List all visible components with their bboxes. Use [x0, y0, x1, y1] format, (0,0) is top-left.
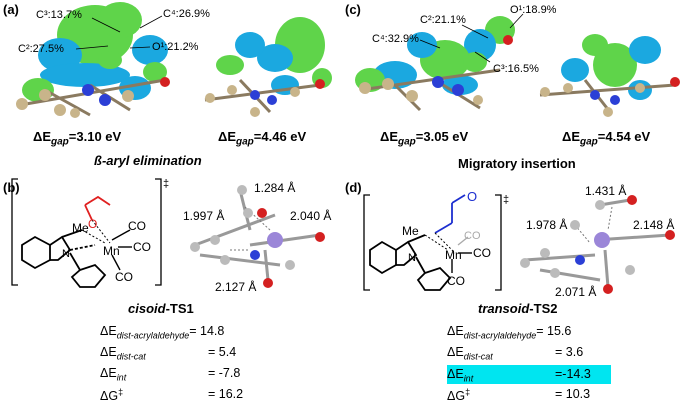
energy-row-d-3-highlighted: ΔEint =-14.3: [447, 365, 611, 384]
energy-row-b-2: ΔEdist-cat = 5.4: [100, 345, 237, 362]
panel-d-letter: (d): [345, 180, 362, 195]
orbital-label-c4-c: C⁴:32.9%: [372, 33, 419, 45]
me-label-b: Me: [72, 221, 89, 235]
mn-label-b: Mn: [103, 244, 120, 258]
distance-label-b-3: 2.040 Å: [290, 209, 332, 223]
homo-orbital-left-a: [22, 2, 168, 102]
panel-a-orbitals: [16, 2, 332, 118]
oxygen-label-b: O: [88, 217, 97, 231]
energy-gap-left-c: ΔEgap=3.05 eV: [380, 129, 469, 148]
co-label-d-3: CO: [447, 274, 465, 288]
panel-a-letter: (a): [3, 2, 19, 17]
dagger-b: ‡: [163, 178, 169, 190]
energy-row-d-4: ΔG‡ = 10.3: [447, 387, 591, 404]
distance-label-d-3: 2.148 Å: [633, 218, 675, 232]
orbital-label-c3-a: C³:13.7%: [36, 9, 82, 21]
distance-label-b-4: 2.127 Å: [215, 280, 257, 294]
ts2-3d-model: [520, 195, 675, 294]
distance-label-b-2: 1.997 Å: [183, 209, 225, 223]
co-label-b-2: CO: [133, 240, 151, 254]
nitrogen-label-b: N: [62, 248, 70, 260]
molecule-skeleton-left-a: [16, 77, 170, 118]
panel-b-structure: Me O N Mn CO CO CO ‡: [11, 178, 325, 288]
panel-d-structure: Me O N Mn CO CO CO ‡: [363, 189, 675, 294]
caption-c: Migratory insertion: [458, 156, 576, 171]
energy-gap-right-a: ΔEgap=4.46 eV: [218, 129, 307, 148]
ts1-3d-model: [190, 185, 325, 288]
energy-row-b-4: ΔG‡ = 16.2: [100, 387, 244, 404]
co-label-b-3: CO: [115, 270, 133, 284]
molecule-skeleton-left-c: [359, 35, 513, 112]
dagger-d: ‡: [503, 194, 509, 206]
molecule-skeleton-right-a: [204, 78, 325, 117]
panel-c-orbitals: [355, 13, 680, 117]
co-label-b-1: CO: [128, 219, 146, 233]
lumo-orbital-right-c: [561, 34, 661, 100]
energy-row-b-3: ΔEint = -7.8: [100, 366, 241, 383]
orbital-label-c2-c: C²:21.1%: [420, 14, 466, 26]
distance-label-d-2: 1.978 Å: [526, 218, 568, 232]
oxygen-label-d: O: [467, 189, 477, 204]
orbital-label-c4-a: C⁴:26.9%: [163, 8, 210, 20]
orbital-label-o1-c: O¹:18.9%: [510, 4, 557, 16]
orbital-label-c2-a: C²:27.5%: [18, 43, 64, 55]
distance-label-d-1: 1.431 Å: [585, 184, 627, 198]
distance-label-b-1: 1.284 Å: [254, 181, 296, 195]
co-label-d-2: CO: [473, 246, 491, 260]
orbital-label-c3-c: C³:16.5%: [493, 63, 539, 75]
energy-gap-right-c: ΔEgap=4.54 eV: [562, 129, 651, 148]
panel-b-letter: (b): [3, 180, 20, 195]
caption-a: ß-aryl elimination: [94, 153, 202, 168]
me-label-d: Me: [402, 224, 419, 238]
energy-row-d-2: ΔEdist-cat = 3.6: [447, 345, 584, 362]
nitrogen-label-d: N: [408, 252, 416, 264]
energy-row-d-1: ΔEdist-acrylaldehyde= 15.6: [447, 324, 572, 341]
distance-label-d-4: 2.071 Å: [555, 285, 597, 299]
ts-label-d: transoid-TS2: [478, 301, 558, 316]
ts-label-b: cisoid-TS1: [128, 301, 194, 316]
mn-label-d: Mn: [445, 248, 462, 262]
molecule-skeleton-right-c: [539, 77, 680, 117]
co-label-d-1: CO: [464, 230, 481, 242]
energy-row-b-1: ΔEdist-acrylaldehyde= 14.8: [100, 324, 225, 341]
lumo-orbital-right-a: [216, 17, 332, 95]
panel-c-letter: (c): [345, 2, 361, 17]
orbital-label-o1-a: O¹:21.2%: [152, 41, 199, 53]
energy-gap-left-a: ΔEgap=3.10 eV: [33, 129, 122, 148]
